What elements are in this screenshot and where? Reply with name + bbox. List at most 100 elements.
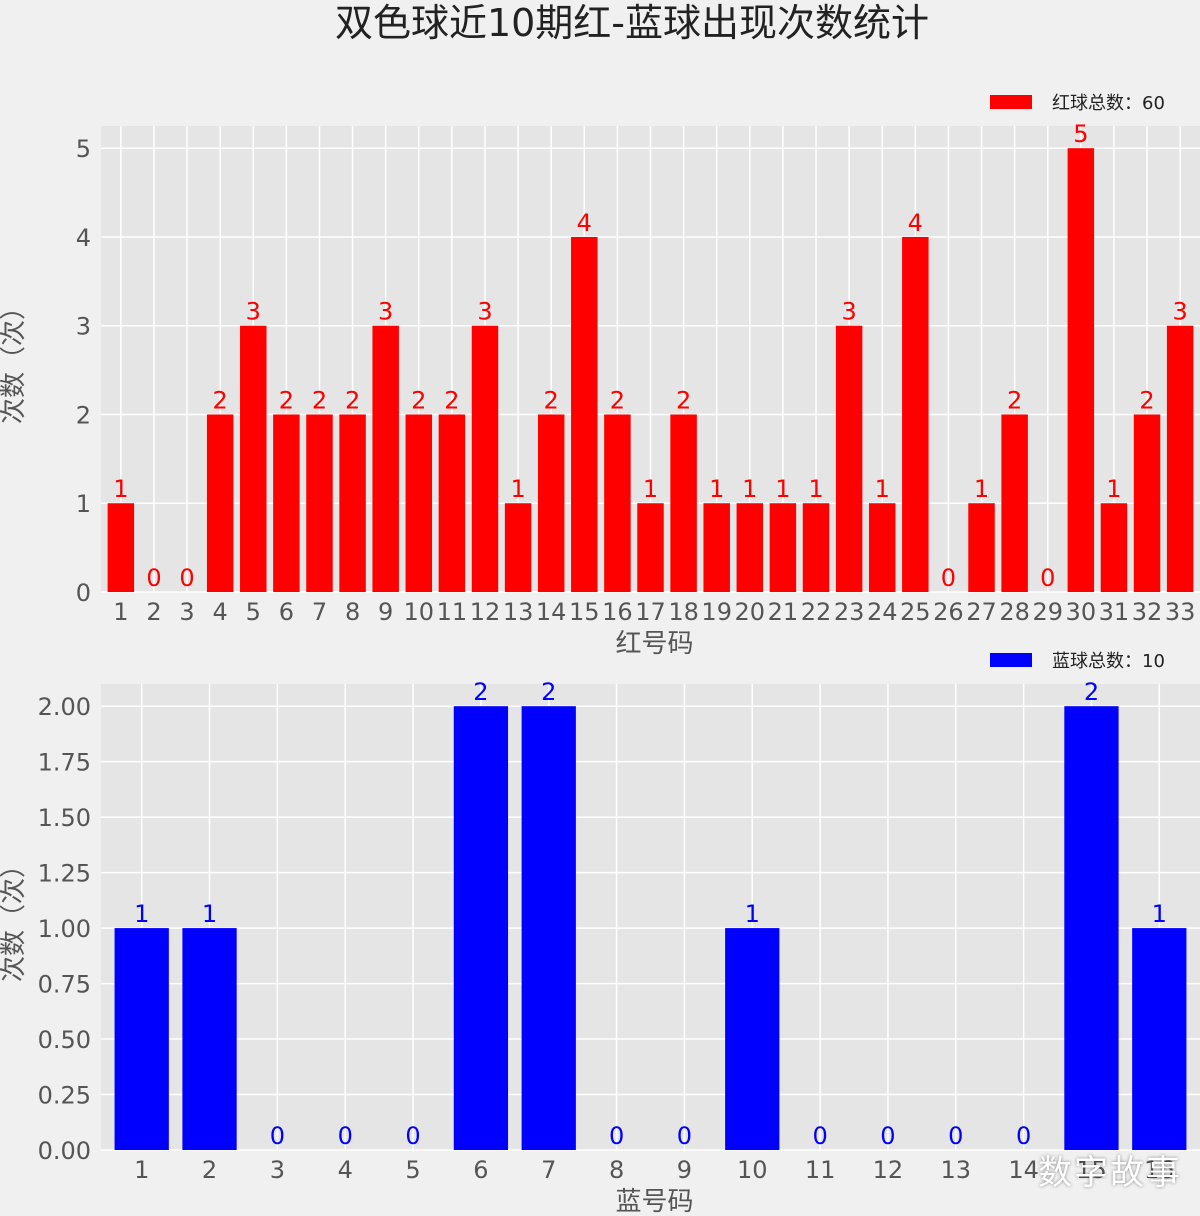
data-label: 2 <box>541 678 556 706</box>
data-label: 1 <box>134 900 149 928</box>
x-tick-label: 5 <box>246 598 261 626</box>
data-label: 0 <box>609 1122 624 1150</box>
data-label: 1 <box>202 900 217 928</box>
x-tick-label: 6 <box>279 598 294 626</box>
data-label: 2 <box>544 386 559 414</box>
y-tick-label: 1 <box>76 490 91 518</box>
data-label: 4 <box>577 209 592 237</box>
bar <box>1132 928 1187 1150</box>
legend-swatch <box>990 95 1032 109</box>
data-label: 2 <box>312 386 327 414</box>
data-label: 0 <box>146 564 161 592</box>
data-label: 2 <box>279 386 294 414</box>
bar <box>968 503 995 592</box>
data-label: 2 <box>676 386 691 414</box>
x-tick-label: 14 <box>536 598 567 626</box>
bar <box>537 414 565 592</box>
data-label: 1 <box>1106 475 1121 503</box>
bar <box>1133 414 1161 592</box>
bar <box>372 325 399 592</box>
data-label: 0 <box>948 1122 963 1150</box>
y-tick-label: 1.00 <box>38 915 91 943</box>
x-tick-label: 7 <box>312 598 327 626</box>
data-label: 2 <box>1139 386 1154 414</box>
data-label: 2 <box>473 678 488 706</box>
chart-title: 双色球近10期红-蓝球出现次数统计 <box>335 1 929 45</box>
data-label: 3 <box>1172 298 1187 326</box>
watermark-text: 数字故事 <box>1038 1153 1182 1193</box>
data-label: 1 <box>745 900 760 928</box>
data-label: 1 <box>742 475 757 503</box>
data-label: 3 <box>477 298 492 326</box>
x-tick-label: 21 <box>768 598 799 626</box>
bar <box>182 928 237 1150</box>
legend-label: 红球总数：60 <box>1052 93 1165 114</box>
data-label: 0 <box>677 1122 692 1150</box>
x-tick-label: 11 <box>437 598 468 626</box>
data-label: 0 <box>1016 1122 1031 1150</box>
y-axis-label: 次数（次） <box>0 294 29 424</box>
x-tick-label: 33 <box>1165 598 1196 626</box>
bar <box>703 503 730 592</box>
x-tick-label: 5 <box>405 1156 420 1184</box>
x-tick-label: 10 <box>737 1156 768 1184</box>
data-label: 3 <box>246 298 261 326</box>
data-label: 1 <box>808 475 823 503</box>
data-label: 0 <box>1040 564 1055 592</box>
x-tick-label: 15 <box>1076 1156 1107 1184</box>
data-label: 2 <box>345 386 360 414</box>
bar <box>571 236 598 592</box>
bar <box>405 414 433 592</box>
data-label: 1 <box>875 475 890 503</box>
x-tick-label: 32 <box>1132 598 1163 626</box>
y-tick-label: 4 <box>76 224 91 252</box>
data-label: 4 <box>908 209 923 237</box>
x-tick-label: 13 <box>941 1156 972 1184</box>
x-tick-label: 15 <box>569 598 600 626</box>
x-tick-label: 20 <box>735 598 766 626</box>
x-tick-label: 16 <box>602 598 633 626</box>
x-tick-label: 27 <box>966 598 997 626</box>
bar <box>1064 706 1119 1150</box>
x-tick-label: 22 <box>801 598 832 626</box>
x-tick-label: 9 <box>677 1156 692 1184</box>
data-label: 0 <box>880 1122 895 1150</box>
x-tick-label: 1 <box>113 598 128 626</box>
x-tick-label: 2 <box>202 1156 217 1184</box>
x-tick-label: 16 <box>1144 1156 1175 1184</box>
bar <box>206 414 234 592</box>
bar <box>114 928 169 1150</box>
data-label: 5 <box>1073 120 1088 148</box>
data-label: 0 <box>179 564 194 592</box>
data-label: 0 <box>270 1122 285 1150</box>
bar <box>453 706 509 1150</box>
bar <box>1166 325 1194 592</box>
data-label: 2 <box>444 386 459 414</box>
data-label: 2 <box>1084 678 1099 706</box>
data-label: 1 <box>510 475 525 503</box>
plot-area <box>101 684 1200 1150</box>
bar <box>725 928 780 1150</box>
legend-label: 蓝球总数：10 <box>1052 651 1165 672</box>
data-label: 0 <box>405 1122 420 1150</box>
red-ball-chart: 0123451102032435262728392102113121132144… <box>0 93 1200 659</box>
bar <box>107 503 135 592</box>
legend-swatch <box>990 653 1032 667</box>
y-tick-label: 1.50 <box>38 804 91 832</box>
bar <box>637 503 664 592</box>
data-label: 1 <box>1152 900 1167 928</box>
x-tick-label: 26 <box>933 598 964 626</box>
y-tick-label: 0.50 <box>38 1026 91 1054</box>
y-tick-label: 0 <box>76 579 91 607</box>
x-tick-label: 3 <box>179 598 194 626</box>
x-tick-label: 4 <box>213 598 228 626</box>
bar <box>835 325 863 592</box>
data-label: 0 <box>941 564 956 592</box>
data-label: 1 <box>113 475 128 503</box>
bar <box>521 706 576 1150</box>
data-label: 1 <box>974 475 989 503</box>
bar <box>604 414 631 592</box>
x-tick-label: 8 <box>609 1156 624 1184</box>
x-tick-label: 12 <box>470 598 501 626</box>
